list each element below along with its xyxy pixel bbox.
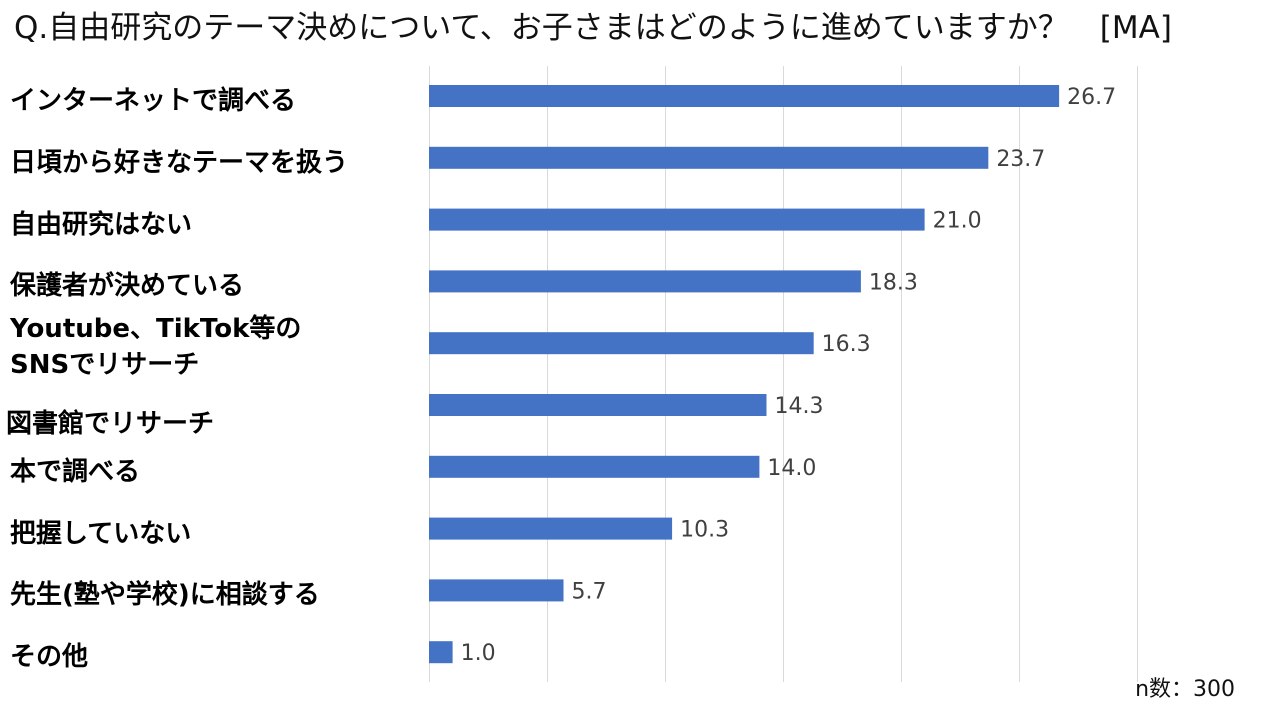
category-label: 本で調べる — [10, 456, 141, 487]
category-label: 先生(塾や学校)に相談する — [10, 580, 320, 611]
bar — [429, 394, 767, 416]
category-label: 図書館でリサーチ — [6, 409, 215, 439]
value-label: 18.3 — [869, 270, 918, 295]
bar — [429, 85, 1060, 107]
category-label: 保護者が決めている — [10, 271, 245, 302]
value-label: 1.0 — [461, 641, 496, 666]
category-label: 自由研究はない — [10, 209, 193, 240]
value-label: 21.0 — [933, 209, 982, 234]
sample-size-note: n数：300 — [1135, 677, 1235, 702]
value-label: 16.3 — [822, 332, 871, 357]
bar — [429, 579, 564, 602]
bar — [429, 270, 861, 293]
value-label: 10.3 — [680, 518, 729, 543]
bar — [429, 146, 989, 169]
bar — [429, 332, 814, 355]
category-label: 日頃から好きなテーマを扱う — [10, 147, 349, 178]
category-label: その他 — [10, 642, 89, 673]
value-label: 5.7 — [572, 579, 607, 604]
category-label: 把握していない — [10, 518, 192, 549]
bar — [429, 455, 760, 478]
category-label: インターネットで調べる — [10, 86, 297, 116]
category-label: Youtube、TikTok等の SNSでリサーチ — [10, 314, 302, 381]
chart-title: Q.自由研究のテーマ決めについて、お子さまはどのように進めていますか？ [MA] — [14, 10, 1172, 46]
bar — [429, 208, 925, 231]
bar — [429, 517, 673, 540]
bar — [429, 641, 453, 664]
value-label: 23.7 — [996, 147, 1045, 172]
value-label: 14.3 — [774, 394, 823, 419]
value-label: 14.0 — [767, 456, 816, 481]
value-label: 26.7 — [1067, 85, 1116, 110]
